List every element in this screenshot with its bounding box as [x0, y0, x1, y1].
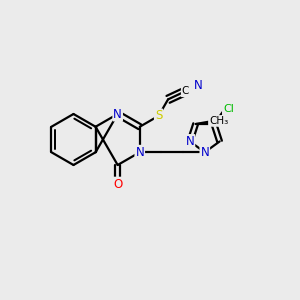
Text: N: N [200, 146, 209, 159]
Text: C: C [182, 86, 189, 96]
Text: O: O [113, 178, 122, 190]
Text: CH₃: CH₃ [209, 116, 228, 126]
Text: N: N [113, 107, 122, 121]
Text: N: N [135, 146, 144, 159]
Text: S: S [155, 110, 162, 122]
Text: Cl: Cl [223, 104, 234, 114]
Text: N: N [186, 135, 194, 148]
Text: N: N [194, 79, 203, 92]
